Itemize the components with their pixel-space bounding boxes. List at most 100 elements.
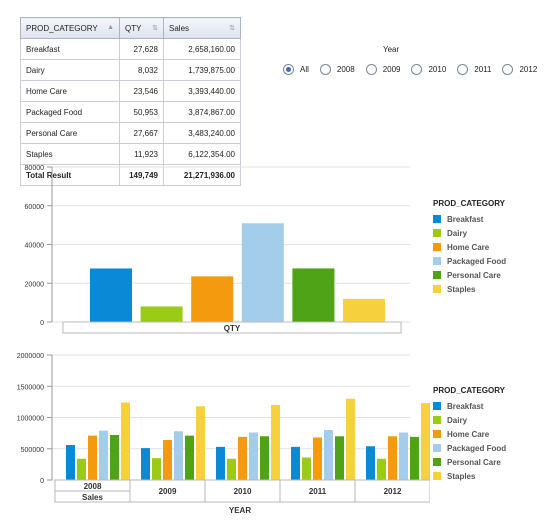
cell-sales: 2,658,160.00 (163, 38, 241, 60)
legend-item[interactable]: Dairy (433, 413, 506, 427)
legend-title: PROD_CATEGORY (433, 199, 506, 208)
bar (227, 458, 236, 480)
y-tick-label: 0 (40, 320, 44, 327)
column-header-label: QTY (125, 23, 142, 33)
legend-swatch (433, 458, 441, 466)
bar (77, 458, 86, 480)
legend-swatch (433, 416, 441, 424)
legend-item[interactable]: Home Care (433, 427, 506, 441)
legend-label: Staples (447, 284, 476, 294)
bar (377, 458, 386, 480)
radio-icon[interactable] (365, 64, 377, 75)
year-option-2010[interactable]: 2010 (411, 64, 446, 75)
cell-category: Dairy (20, 59, 120, 81)
legend-item[interactable]: Personal Care (433, 268, 506, 282)
bar (163, 440, 172, 480)
legend-item[interactable]: Home Care (433, 240, 506, 254)
year-option-2008[interactable]: 2008 (319, 64, 355, 75)
year-option-all[interactable]: All (283, 64, 309, 75)
sales-chart-legend: PROD_CATEGORY Breakfast Dairy Home Care Pack… (433, 386, 506, 483)
bar (99, 430, 108, 480)
legend-label: Packaged Food (447, 443, 507, 453)
x-axis-category-box (62, 321, 402, 334)
y-tick-label: 0 (40, 478, 44, 485)
year-option-label: 2009 (382, 65, 401, 74)
radio-selected-icon[interactable] (283, 64, 294, 75)
year-option-2009[interactable]: 2009 (365, 64, 401, 75)
bar (291, 446, 300, 480)
radio-icon[interactable] (502, 64, 514, 75)
column-header-prod-category[interactable]: PROD_CATEGORY ▲ (20, 17, 120, 39)
legend-item[interactable]: Staples (433, 469, 506, 483)
y-tick-label: 500000 (21, 447, 44, 454)
bar (216, 446, 225, 480)
table-row[interactable]: Breakfast 27,628 2,658,160.00 (20, 38, 241, 60)
x-measure-label: Sales (82, 493, 103, 502)
year-option-2012[interactable]: 2012 (502, 64, 537, 75)
sales-by-year-chart: 0 500000 1000000 1500000 2000000 2008 Sales 200… (17, 353, 430, 515)
qty-bar-chart: 0 20000 40000 60000 80000 QTY (25, 165, 410, 334)
y-tick-label: 1500000 (17, 384, 44, 391)
cell-sales: 3,874,867.00 (163, 101, 241, 123)
year-option-label: 2008 (336, 65, 355, 74)
bar (388, 436, 397, 480)
radio-icon[interactable] (319, 64, 331, 75)
bar (410, 436, 419, 480)
x-tick-label: 2011 (309, 487, 327, 496)
table-row[interactable]: Packaged Food 50,953 3,874,867.00 (20, 101, 241, 123)
year-option-2011[interactable]: 2011 (457, 64, 491, 75)
table-header-row: PROD_CATEGORY ▲ QTY ⇅ Sales ⇅ (20, 17, 241, 39)
cell-category: Home Care (20, 80, 120, 102)
legend-label: Home Care (447, 429, 490, 439)
radio-icon[interactable] (457, 64, 469, 75)
legend-item[interactable]: Breakfast (433, 399, 506, 413)
legend-swatch (433, 430, 441, 438)
total-label: Total Result (20, 164, 120, 186)
bar (88, 435, 97, 480)
y-tick-label: 40000 (25, 243, 45, 250)
cell-qty: 50,953 (119, 101, 164, 123)
legend-item[interactable]: Staples (433, 282, 506, 296)
year-filter-title: Year (383, 45, 400, 54)
bar (238, 436, 247, 480)
sort-toggle-icon[interactable]: ⇅ (152, 24, 158, 32)
total-sales: 21,271,936.00 (163, 164, 241, 186)
bar (324, 430, 333, 480)
column-header-qty[interactable]: QTY ⇅ (119, 17, 164, 39)
bar (260, 436, 269, 480)
legend-swatch (433, 444, 441, 452)
x-tick-label: 2009 (159, 487, 177, 496)
bar (196, 406, 205, 480)
x-tick-label: 2008 (84, 482, 102, 491)
bar (66, 445, 75, 480)
legend-label: Dairy (447, 415, 468, 425)
bar (343, 298, 385, 322)
legend-swatch (433, 285, 441, 293)
table-row[interactable]: Home Care 23,546 3,393,440.00 (20, 80, 241, 102)
legend-item[interactable]: Packaged Food (433, 441, 506, 455)
cell-qty: 27,667 (119, 122, 164, 144)
bar (366, 446, 375, 480)
legend-label: Breakfast (447, 401, 484, 411)
legend-title: PROD_CATEGORY (433, 386, 506, 395)
column-header-sales[interactable]: Sales ⇅ (163, 17, 241, 39)
radio-icon[interactable] (411, 64, 423, 75)
table-row[interactable]: Personal Care 27,667 3,483,240.00 (20, 122, 241, 144)
sort-ascending-icon[interactable]: ▲ (107, 23, 114, 31)
bar (241, 223, 284, 322)
x-axis-group-box (354, 479, 430, 503)
sort-toggle-icon[interactable]: ⇅ (229, 24, 235, 32)
qty-chart-legend: PROD_CATEGORY Breakfast Dairy Home Care Pack… (433, 199, 506, 296)
legend-item[interactable]: Dairy (433, 226, 506, 240)
legend-item[interactable]: Packaged Food (433, 254, 506, 268)
legend-label: Personal Care (447, 270, 501, 280)
legend-item[interactable]: Personal Care (433, 455, 506, 469)
legend-item[interactable]: Breakfast (433, 212, 506, 226)
y-tick-label: 2000000 (17, 353, 44, 360)
cell-sales: 3,483,240.00 (163, 122, 241, 144)
table-row[interactable]: Dairy 8,032 1,739,875.00 (20, 59, 241, 81)
legend-swatch (433, 402, 441, 410)
bar (90, 268, 132, 322)
bar (110, 435, 119, 480)
legend-label: Breakfast (447, 214, 484, 224)
